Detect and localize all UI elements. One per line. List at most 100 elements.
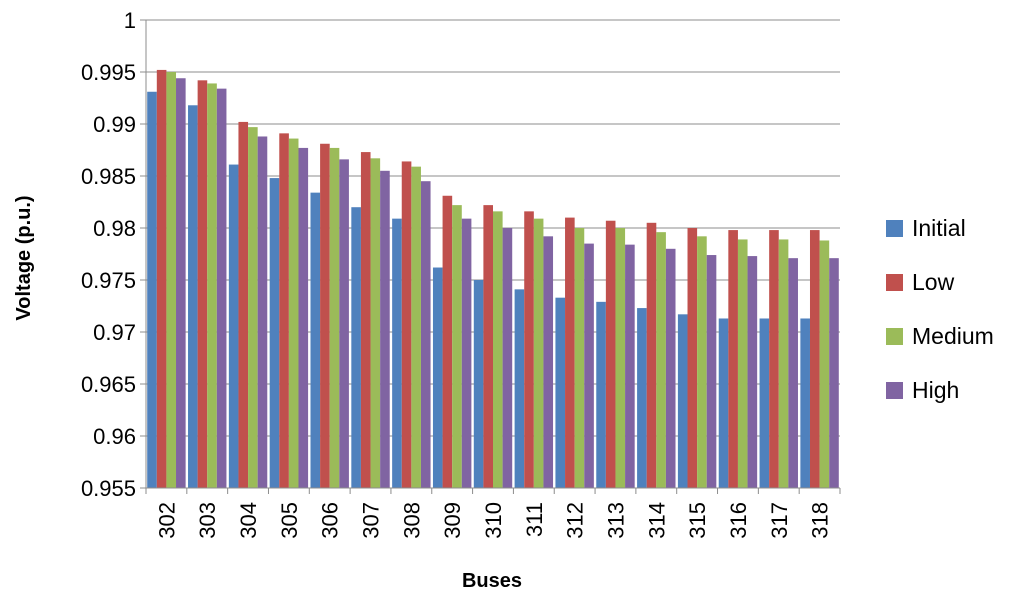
bar-initial-314 (637, 308, 647, 488)
bar-medium-314 (656, 232, 666, 488)
bar-initial-315 (677, 314, 688, 488)
bar-medium-307 (370, 158, 381, 488)
y-tick-label: 1 (124, 8, 136, 33)
bar-low-305 (279, 133, 289, 489)
x-tick-label: 312 (563, 502, 588, 539)
bar-low-307 (360, 152, 371, 488)
bar-medium-312 (574, 228, 585, 488)
bar-low-314 (646, 222, 657, 489)
x-tick-label: 317 (767, 502, 792, 539)
bar-medium-309 (452, 205, 462, 488)
bar-medium-311 (533, 218, 544, 488)
y-tick-label: 0.985 (81, 164, 136, 189)
x-tick-label: 304 (236, 502, 261, 539)
bar-high-311 (543, 236, 554, 488)
bar-high-317 (788, 258, 798, 488)
x-tick-label: 310 (481, 502, 506, 539)
bar-medium-318 (819, 240, 830, 488)
bar-low-313 (605, 220, 616, 488)
y-axis-title: Voltage (p.u.) (13, 195, 35, 320)
bar-high-304 (257, 136, 268, 489)
legend-swatch-high (886, 382, 903, 399)
y-tick-label: 0.96 (93, 424, 136, 449)
bar-low-309 (442, 195, 453, 488)
bar-low-318 (809, 230, 820, 488)
bar-medium-303 (207, 83, 217, 488)
bar-initial-303 (188, 105, 198, 488)
x-tick-label: 302 (154, 502, 179, 539)
y-tick-label: 0.965 (81, 372, 136, 397)
legend-swatch-medium (886, 328, 903, 345)
y-tick-label: 0.99 (93, 112, 136, 137)
x-tick-label: 314 (644, 502, 669, 539)
bar-low-310 (483, 205, 493, 488)
y-tick-label: 0.97 (93, 320, 136, 345)
legend-label-medium: Medium (912, 323, 994, 349)
bar-low-304 (238, 121, 249, 489)
bar-medium-302 (166, 72, 177, 488)
x-tick-label: 309 (440, 502, 465, 539)
axes (140, 19, 841, 494)
bar-initial-309 (432, 267, 443, 488)
bar-initial-316 (718, 318, 729, 488)
bar-initial-304 (228, 164, 239, 488)
bar-medium-315 (697, 236, 707, 488)
bar-low-303 (197, 80, 208, 488)
bar-low-308 (401, 161, 412, 488)
x-tick-label: 313 (603, 502, 628, 539)
x-tick-label: 316 (726, 502, 751, 539)
bar-high-314 (665, 248, 676, 488)
bar-low-311 (524, 211, 534, 489)
y-tick-labels: 0.955 0.96 0.965 0.97 0.975 0.98 0.985 0.99 0.99… (81, 8, 136, 501)
bar-initial-318 (800, 318, 810, 488)
legend: Initial Low Medium High (886, 215, 994, 403)
bar-low-317 (769, 230, 779, 488)
y-tick-label: 0.975 (81, 268, 136, 293)
bar-medium-305 (288, 138, 299, 488)
bar-medium-313 (615, 228, 626, 488)
bar-medium-308 (411, 166, 421, 488)
bars (147, 69, 839, 489)
bar-low-302 (156, 69, 167, 489)
x-tick-label: 307 (359, 502, 384, 539)
bar-high-316 (747, 256, 758, 488)
x-tick-labels: 302 303 304 305 306 307 308 309 310 311 312 313 314 3… (154, 502, 832, 539)
bar-low-306 (320, 143, 330, 488)
bar-high-307 (380, 170, 390, 489)
x-tick-label: 311 (522, 502, 547, 537)
x-tick-label: 303 (195, 502, 220, 539)
y-tick-label: 0.955 (81, 476, 136, 501)
bar-initial-302 (147, 91, 157, 488)
y-tick-label: 0.98 (93, 216, 136, 241)
bar-initial-305 (269, 178, 280, 488)
bar-low-315 (687, 228, 698, 488)
bar-high-310 (502, 228, 513, 488)
bar-high-309 (461, 218, 472, 488)
bar-initial-313 (596, 301, 606, 488)
bar-initial-312 (555, 297, 566, 488)
x-tick-label: 315 (685, 502, 710, 539)
legend-swatch-low (886, 274, 903, 291)
bar-initial-306 (310, 192, 321, 488)
legend-swatch-initial (886, 220, 903, 237)
bar-medium-316 (737, 239, 748, 488)
legend-label-high: High (912, 377, 959, 403)
x-axis-title: Buses (462, 570, 522, 592)
bar-high-318 (829, 258, 839, 488)
legend-label-low: Low (912, 269, 955, 295)
legend-label-initial: Initial (912, 215, 966, 241)
bar-medium-310 (493, 211, 503, 489)
bar-medium-317 (778, 239, 789, 488)
bar-high-308 (420, 181, 431, 488)
bar-high-306 (339, 159, 349, 489)
bar-high-313 (625, 244, 635, 488)
bar-high-302 (176, 78, 186, 489)
bar-low-316 (728, 230, 738, 488)
bar-initial-310 (473, 280, 484, 488)
x-tick-label: 306 (318, 502, 343, 539)
bar-high-303 (216, 88, 227, 488)
x-tick-label: 308 (399, 502, 424, 539)
bar-low-312 (565, 217, 575, 488)
y-tick-label: 0.995 (81, 60, 136, 85)
